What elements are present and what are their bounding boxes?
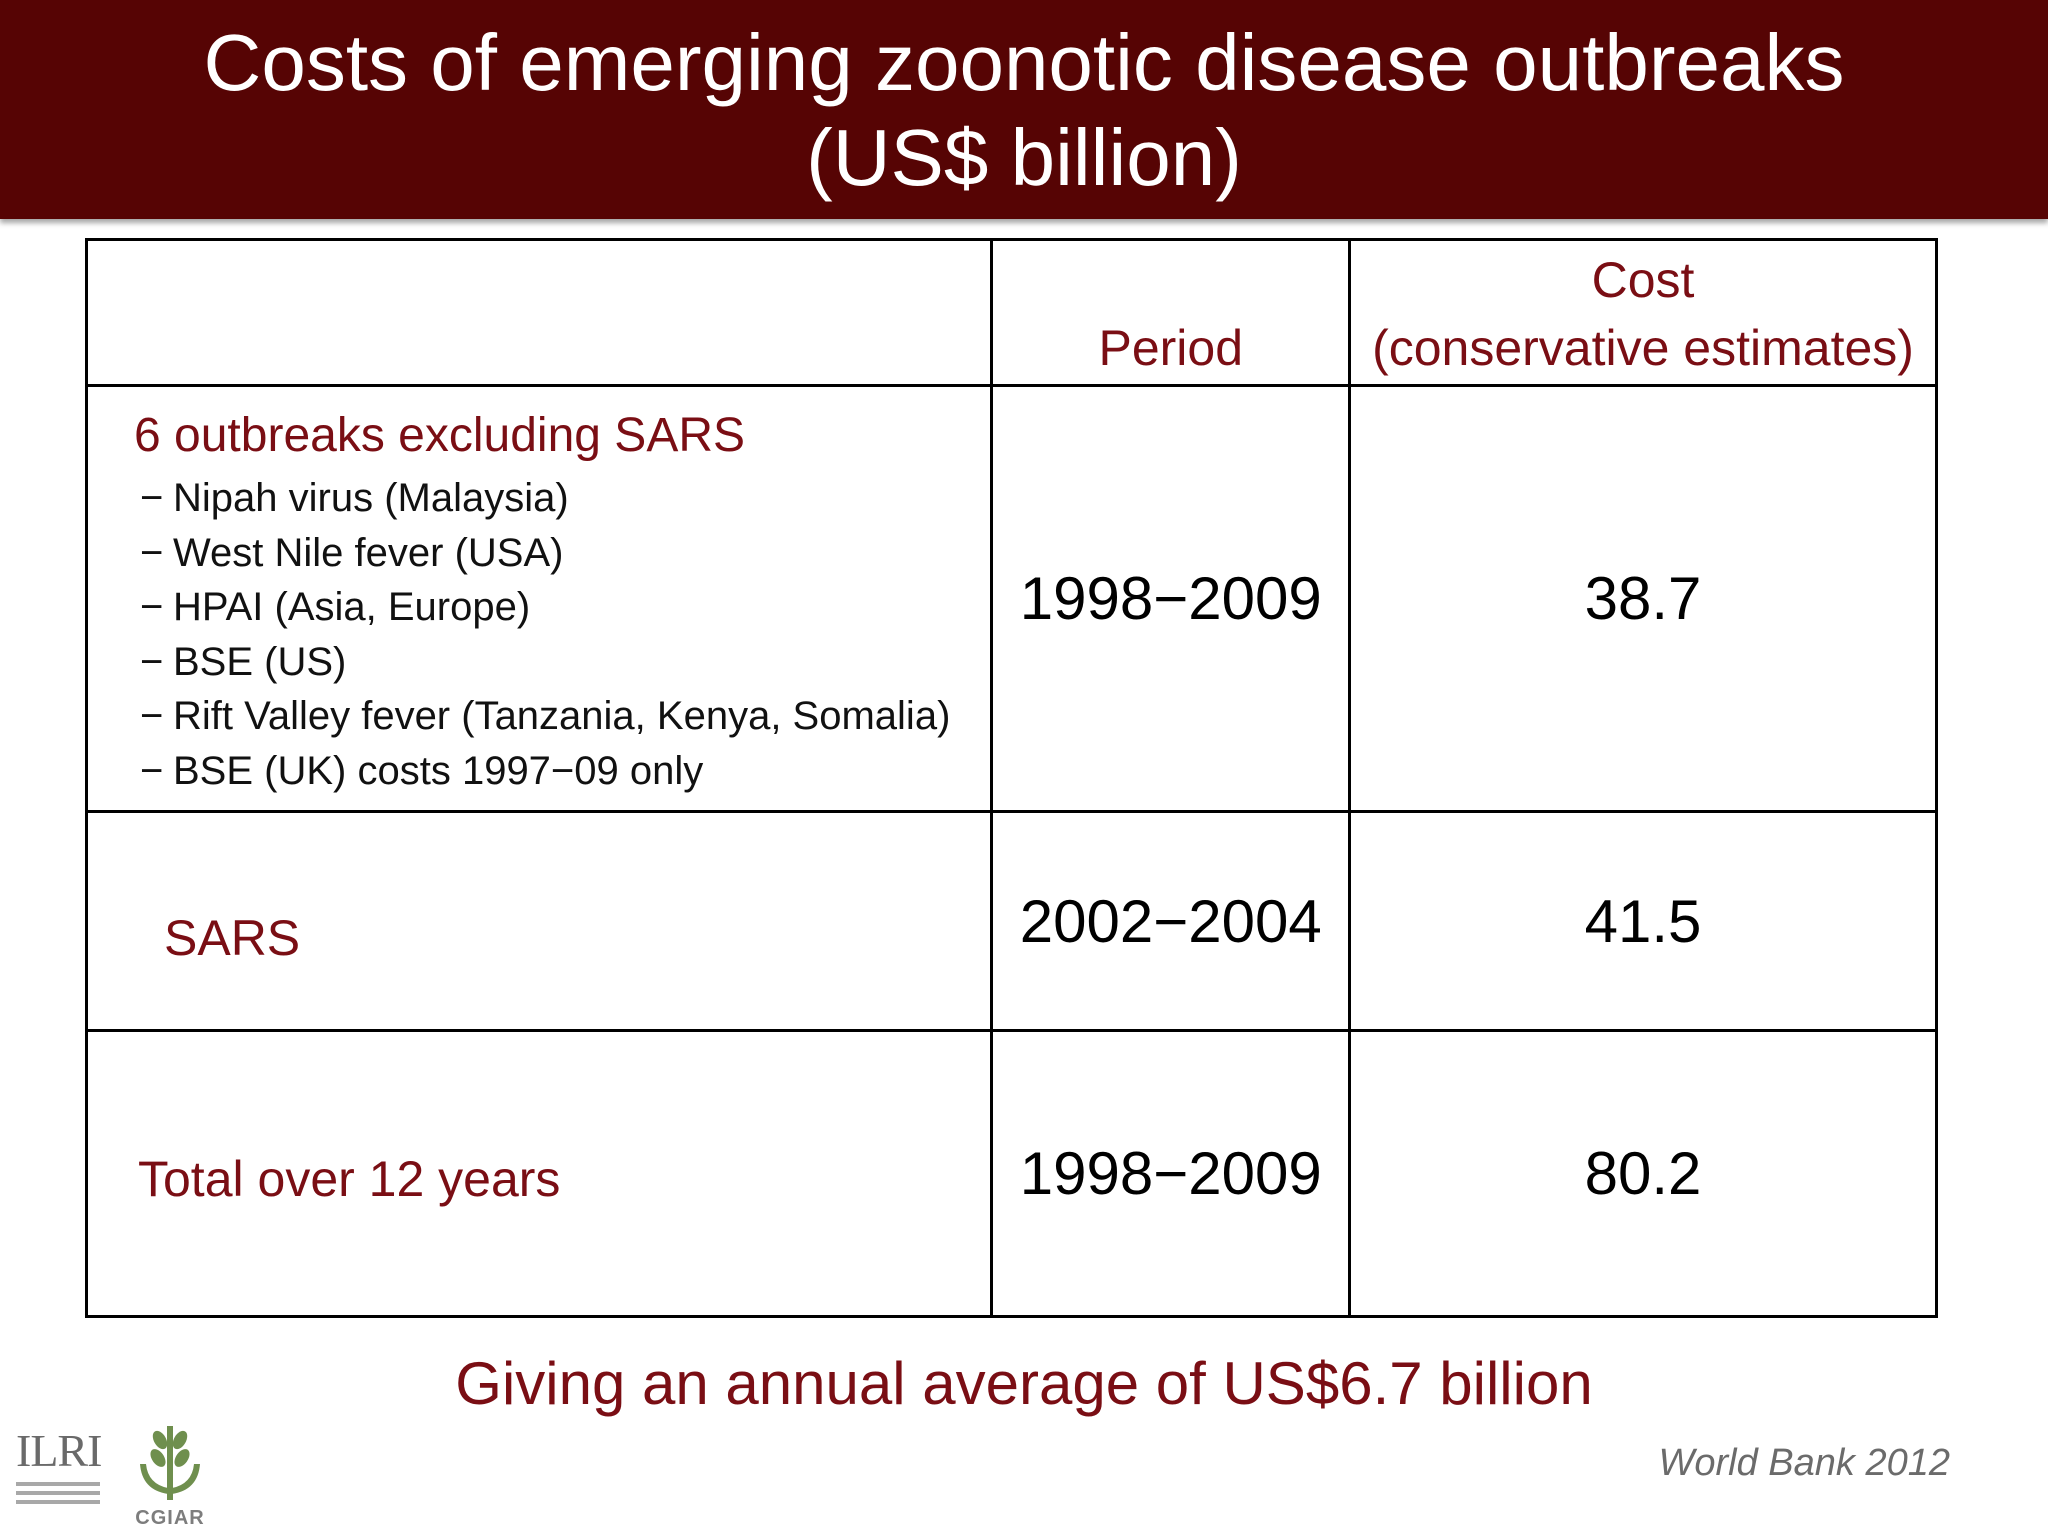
outbreak-cell: Total over 12 years: [84, 1029, 994, 1318]
cost-value: 80.2: [1348, 1029, 1938, 1318]
list-item: − BSE (US): [140, 635, 990, 690]
slide-title-line1: Costs of emerging zoonotic disease outbr…: [203, 17, 1845, 107]
dash-marker: −: [140, 530, 164, 575]
header-cost: Cost (conservative estimates): [1348, 238, 1938, 387]
dash-marker: −: [140, 748, 164, 793]
header-period: Period: [990, 238, 1352, 387]
cost-value: 41.5: [1348, 810, 1938, 1032]
outbreak-cell: SARS: [84, 810, 994, 1032]
row-label: Total over 12 years: [138, 1150, 561, 1207]
header-outbreak: [84, 238, 994, 387]
dash-marker: −: [140, 639, 164, 684]
dash-marker: −: [140, 476, 164, 520]
list-item: − BSE (UK) costs 1997−09 only: [140, 744, 990, 799]
ilri-logo-lines: [16, 1482, 106, 1504]
table-row: Total over 12 years 1998−2009 80.2: [84, 1029, 1938, 1318]
header-cost-line1: Cost: [1591, 252, 1695, 308]
wheat-icon: [140, 1426, 200, 1500]
annual-average-note: Giving an annual average of US$6.7 billi…: [455, 1350, 1593, 1417]
list-item: − West Nile fever (USA): [140, 526, 990, 581]
ilri-logo: ILRI: [16, 1428, 106, 1518]
header-cost-line2: (conservative estimates): [1372, 320, 1914, 376]
outbreak-cell: 6 outbreaks excluding SARS − Nipah virus …: [84, 384, 994, 813]
list-item-text: HPAI (Asia, Europe): [173, 585, 531, 629]
list-item-text: Rift Valley fever (Tanzania, Kenya, Soma…: [173, 694, 951, 738]
list-item-text: West Nile fever (USA): [173, 530, 564, 575]
list-item-text: BSE (UK) costs 1997−09 only: [173, 748, 704, 793]
list-item: − Nipah virus (Malaysia): [140, 471, 990, 526]
table-row: SARS 2002−2004 41.5: [84, 810, 1938, 1032]
period-value: 1998−2009: [990, 1029, 1352, 1318]
outbreak-list: − Nipah virus (Malaysia) − West Nile fever…: [140, 471, 990, 798]
list-item: − Rift Valley fever (Tanzania, Kenya, Som…: [140, 689, 990, 744]
source-citation: World Bank 2012: [1658, 1442, 1951, 1484]
outbreak-costs-table: Period Cost (conservative estimates) 6 o…: [84, 238, 1938, 1318]
dash-marker: −: [140, 585, 164, 629]
list-item-text: Nipah virus (Malaysia): [173, 476, 569, 520]
period-value: 2002−2004: [990, 810, 1352, 1032]
row-label: 6 outbreaks excluding SARS: [134, 409, 746, 462]
ilri-logo-text: ILRI: [16, 1425, 102, 1476]
title-banner: Costs of emerging zoonotic disease outbr…: [0, 0, 2048, 219]
table-header-row: Period Cost (conservative estimates): [84, 238, 1938, 387]
cgiar-logo: CGIAR: [128, 1420, 212, 1530]
cost-value: 38.7: [1348, 384, 1938, 813]
row-label: SARS: [164, 910, 301, 966]
cgiar-logo-text: CGIAR: [135, 1507, 205, 1529]
period-value: 1998−2009: [990, 384, 1352, 813]
slide-title-line2: (US$ billion): [806, 112, 1242, 202]
table-row: 6 outbreaks excluding SARS − Nipah virus …: [84, 384, 1938, 813]
dash-marker: −: [140, 694, 164, 738]
list-item: − HPAI (Asia, Europe): [140, 580, 990, 635]
list-item-text: BSE (US): [173, 639, 347, 684]
